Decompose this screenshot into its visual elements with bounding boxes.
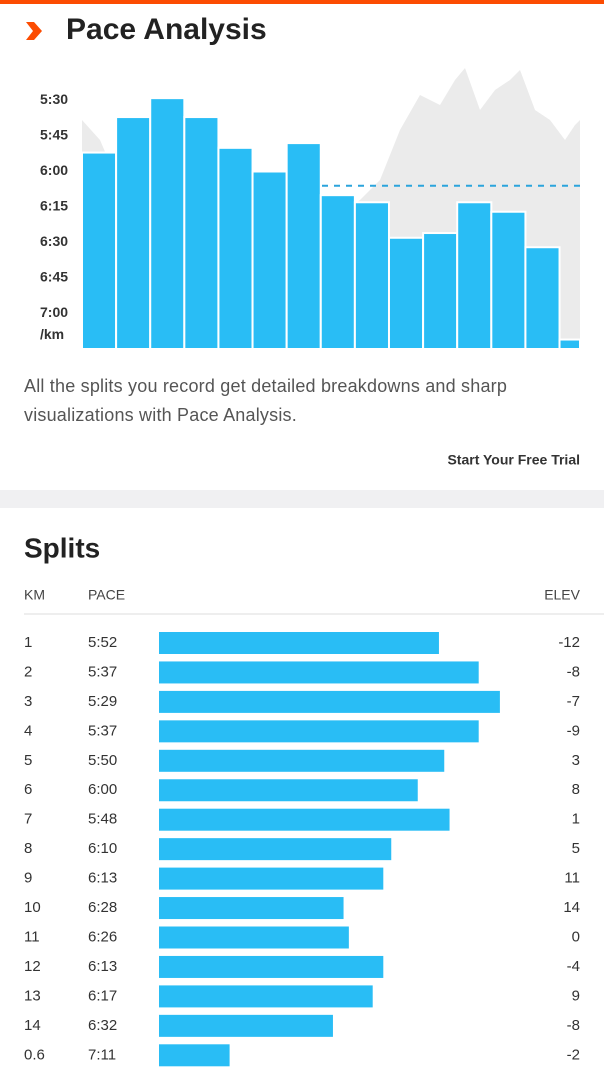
elev-cell: 1 [572, 811, 580, 828]
column-header: ELEV [544, 587, 580, 603]
description: All the splits you record get detailed b… [24, 376, 508, 425]
bar [319, 194, 356, 350]
y-tick-label: 5:45 [40, 127, 68, 143]
y-tick-label: 6:00 [40, 162, 68, 178]
elev-cell: 8 [572, 781, 580, 798]
bar [115, 116, 152, 350]
y-tick-label: 6:15 [40, 198, 68, 214]
pace-bar [159, 749, 445, 772]
bar [558, 338, 581, 350]
elev-cell: 5 [572, 840, 580, 857]
pace-bar [159, 867, 384, 890]
km-cell: 6 [24, 781, 32, 798]
elev-cell: -9 [567, 722, 580, 739]
elev-cell: 11 [564, 870, 580, 887]
pace-bar [159, 720, 479, 743]
bar [422, 232, 459, 351]
pace-bar [159, 1014, 333, 1037]
km-cell: 14 [24, 1017, 41, 1034]
bar [81, 151, 118, 350]
bar [353, 201, 390, 350]
bar [251, 170, 288, 350]
column-header: KM [24, 587, 45, 603]
pace-cell: 5:37 [88, 722, 117, 739]
elev-cell: -2 [567, 1046, 580, 1063]
pace-cell: 5:48 [88, 811, 117, 828]
pace-bar [159, 690, 500, 713]
km-cell: 1 [24, 634, 32, 651]
y-unit: /km [40, 326, 64, 342]
elev-cell: 3 [572, 752, 580, 769]
km-cell: 8 [24, 840, 32, 857]
y-tick-label: 6:30 [40, 233, 68, 249]
pace-cell: 6:13 [88, 870, 117, 887]
elev-cell: -8 [567, 1017, 580, 1034]
pace-cell: 7:11 [88, 1046, 116, 1063]
y-tick-label: 7:00 [40, 304, 68, 320]
km-cell: 7 [24, 811, 32, 828]
km-cell: 4 [24, 722, 32, 739]
pace-bar [159, 838, 392, 861]
bar [387, 236, 425, 350]
pace-cell: 5:29 [88, 693, 117, 710]
pace-cell: 5:37 [88, 663, 117, 680]
pace-cell: 6:10 [88, 840, 117, 857]
elev-cell: 0 [572, 928, 580, 945]
km-cell: 10 [24, 899, 41, 916]
splits-title: Splits [24, 532, 100, 563]
y-tick-label: 5:30 [40, 91, 68, 107]
pace-cell: 6:00 [88, 781, 117, 798]
bar [456, 201, 493, 350]
pace-cell: 6:32 [88, 1017, 117, 1034]
pace-cell: 5:50 [88, 752, 117, 769]
km-cell: 0.6 [24, 1046, 45, 1063]
km-cell: 11 [24, 928, 40, 945]
elev-cell: -4 [567, 958, 580, 975]
km-cell: 2 [24, 663, 32, 680]
pace-bar [159, 955, 384, 978]
pace-bar [159, 661, 479, 684]
elev-cell: -12 [558, 634, 580, 651]
pace-bar [159, 808, 450, 831]
bar [285, 142, 322, 350]
y-tick-label: 6:45 [40, 269, 68, 285]
pace-bar [159, 779, 418, 802]
pace-cell: 5:52 [88, 634, 117, 651]
elev-cell: -8 [567, 663, 580, 680]
top-bar [0, 0, 604, 4]
elev-cell: -7 [567, 693, 580, 710]
column-header: PACE [88, 587, 125, 603]
bar [149, 97, 186, 350]
separator [0, 490, 604, 508]
km-cell: 9 [24, 870, 32, 887]
pace-bar [159, 985, 373, 1008]
pace-cell: 6:28 [88, 899, 117, 916]
chevron-icon [26, 22, 42, 40]
pace-bar [159, 897, 344, 920]
pace-bar [159, 1044, 230, 1067]
pace-chart: 5:30 5:45 6:00 6:15 6:30 6:45 7:00/km [40, 91, 581, 351]
pace-cell: 6:26 [88, 928, 117, 945]
bar [183, 116, 220, 350]
bar [217, 146, 254, 350]
pace-cell: 6:17 [88, 987, 117, 1004]
bar [490, 210, 527, 350]
km-cell: 3 [24, 693, 32, 710]
km-cell: 5 [24, 752, 32, 769]
section-title: Pace Analysis [66, 13, 267, 46]
pace-bar [159, 926, 349, 949]
pace-cell: 6:13 [88, 958, 117, 975]
elev-cell: 9 [572, 987, 580, 1004]
splits-table: 1 5:52 -12 2 5:37 -8 3 5:29 -7 4 5:37 -9 5 5:50 3 6 6:00… [24, 632, 580, 1067]
cta-link[interactable]: Start Your Free Trial [447, 452, 580, 468]
km-cell: 12 [24, 958, 41, 975]
km-cell: 13 [24, 987, 41, 1004]
elev-cell: 14 [563, 899, 580, 916]
pace-bar [159, 632, 439, 654]
bar [524, 246, 561, 351]
